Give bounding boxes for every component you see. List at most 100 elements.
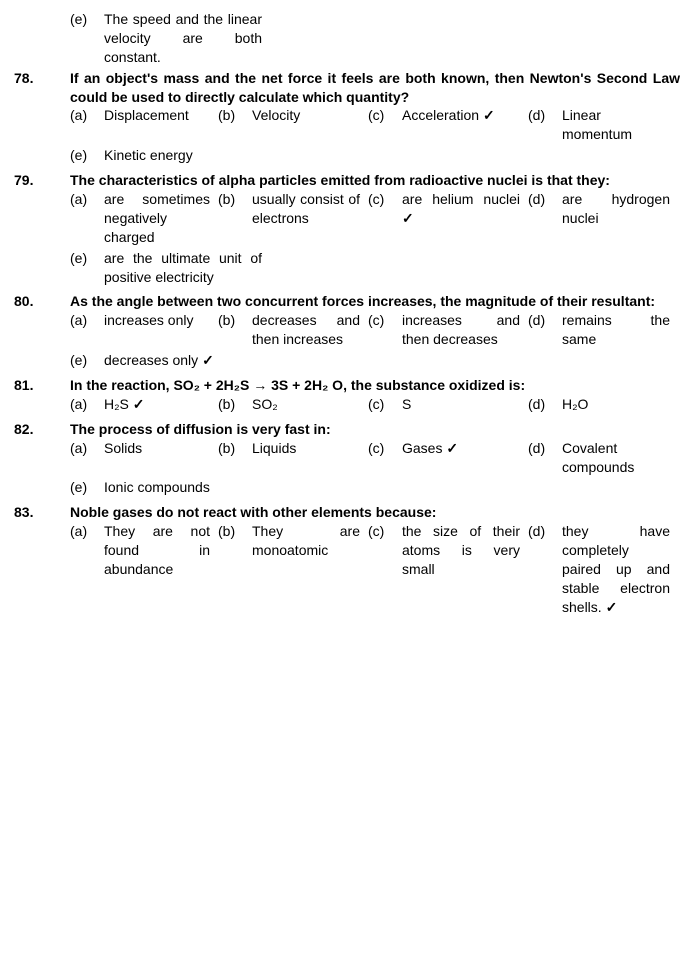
option-cell: (c)Gases ✓	[368, 439, 528, 458]
option-text: are helium nuclei ✓	[402, 190, 528, 228]
option-cell: (d)remains the same	[528, 311, 678, 349]
option-cell: (d)are hydrogen nuclei	[528, 190, 678, 228]
option-text: Gases ✓	[402, 439, 528, 458]
option-text: S	[402, 395, 528, 414]
option-letter: (d)	[528, 190, 562, 209]
option-letter: (a)	[70, 190, 104, 209]
question-text: As the angle between two concurrent forc…	[70, 292, 680, 311]
option-text: H₂O	[562, 395, 678, 414]
option-letter: (b)	[218, 311, 252, 330]
option-cell: (e)Ionic compounds	[70, 478, 270, 497]
question-row: 80.As the angle between two concurrent f…	[10, 292, 680, 311]
option-letter: (e)	[70, 146, 104, 165]
checkmark-icon: ✓	[606, 598, 618, 617]
question-text: Noble gases do not react with other elem…	[70, 503, 680, 522]
option-letter: (a)	[70, 439, 104, 458]
option-letter: (e)	[70, 351, 104, 370]
option-letter: (d)	[528, 311, 562, 330]
question-text: The process of diffusion is very fast in…	[70, 420, 680, 439]
option-letter: (d)	[528, 106, 562, 125]
question-row: 79.The characteristics of alpha particle…	[10, 171, 680, 190]
option-cell: (d)Linear momentum	[528, 106, 678, 144]
option-letter: (c)	[368, 106, 402, 125]
option-cell: (c)the size of their atoms is very small	[368, 522, 528, 579]
option-cell: (a)Solids	[70, 439, 218, 458]
option-letter: (c)	[368, 439, 402, 458]
option-cell: (a)increases only	[70, 311, 218, 330]
question-block: 79.The characteristics of alpha particle…	[10, 171, 680, 286]
option-cell: (e)are the ultimate unit of positive ele…	[70, 249, 270, 287]
option-text: Linear momentum	[562, 106, 678, 144]
option-text: decreases only ✓	[104, 351, 270, 370]
option-text: Acceleration ✓	[402, 106, 528, 125]
option-text: are the ultimate unit of positive electr…	[104, 249, 270, 287]
question-row: 83.Noble gases do not react with other e…	[10, 503, 680, 522]
options-wrap: (a)They are not found in abundance(b)The…	[70, 522, 680, 616]
options-row: (a)are sometimes negatively charged(b)us…	[70, 190, 680, 247]
option-cell: (e)Kinetic energy	[70, 146, 270, 165]
question-number: 80.	[10, 292, 70, 311]
option-text: increases only	[104, 311, 218, 330]
checkmark-icon: ✓	[402, 209, 414, 228]
option-cell: (d)Covalent compounds	[528, 439, 678, 477]
option-cell: (c)S	[368, 395, 528, 414]
options-row: (a)increases only(b)decreases and then i…	[70, 311, 680, 349]
option-letter: (d)	[528, 395, 562, 414]
question-row: 81.In the reaction, SO₂ + 2H₂S → 3S + 2H…	[10, 376, 680, 395]
question-row: 78.If an object's mass and the net force…	[10, 69, 680, 107]
question-row: 82.The process of diffusion is very fast…	[10, 420, 680, 439]
option-letter: (c)	[368, 522, 402, 541]
option-letter: (e)	[70, 478, 104, 497]
option-cell: (e)decreases only ✓	[70, 351, 270, 370]
option-cell: (c)are helium nuclei ✓	[368, 190, 528, 228]
option-letter: (c)	[368, 395, 402, 414]
option-letter: (b)	[218, 106, 252, 125]
question-number: 78.	[10, 69, 70, 88]
option-text: Liquids	[252, 439, 368, 458]
option-cell: (b)usually consist of electrons	[218, 190, 368, 228]
question-text: The characteristics of alpha particles e…	[70, 171, 680, 190]
options-row: (e)Ionic compounds	[70, 478, 680, 497]
question-number: 79.	[10, 171, 70, 190]
option-cell: (d)H₂O	[528, 395, 678, 414]
option-cell: (a)They are not found in abundance	[70, 522, 218, 579]
checkmark-icon: ✓	[483, 106, 495, 125]
option-letter: (a)	[70, 311, 104, 330]
options-wrap: (a)increases only(b)decreases and then i…	[70, 311, 680, 370]
option-text: are sometimes negatively charged	[104, 190, 218, 247]
option-text: Kinetic energy	[104, 146, 270, 165]
question-block: 78.If an object's mass and the net force…	[10, 69, 680, 165]
option-text: Solids	[104, 439, 218, 458]
options-wrap: (a)Displacement(b)Velocity(c)Acceleratio…	[70, 106, 680, 165]
question-number: 82.	[10, 420, 70, 439]
option-text: they have completely paired up and stabl…	[562, 522, 678, 616]
option-text: They are not found in abundance	[104, 522, 218, 579]
option-text: Displacement	[104, 106, 218, 125]
option-text: Covalent compounds	[562, 439, 678, 477]
checkmark-icon: ✓	[446, 439, 458, 458]
option-text: increases and then decreases	[402, 311, 528, 349]
option-cell: (c)Acceleration ✓	[368, 106, 528, 125]
option-cell: (b)decreases and then increases	[218, 311, 368, 349]
question-text: If an object's mass and the net force it…	[70, 69, 680, 107]
question-block: 82.The process of diffusion is very fast…	[10, 420, 680, 498]
option-letter: (a)	[70, 395, 104, 414]
question-block: 81.In the reaction, SO₂ + 2H₂S → 3S + 2H…	[10, 376, 680, 414]
options-row: (a)Solids(b)Liquids(c)Gases ✓(d)Covalent…	[70, 439, 680, 477]
option-letter: (e)	[70, 10, 104, 29]
options-row: (a)H₂S ✓(b)SO₂(c)S(d)H₂O	[70, 395, 680, 414]
option-letter: (c)	[368, 190, 402, 209]
options-row: (a)Displacement(b)Velocity(c)Acceleratio…	[70, 106, 680, 144]
option-letter: (b)	[218, 395, 252, 414]
option-cell: (a)Displacement	[70, 106, 218, 125]
question-number: 81.	[10, 376, 70, 395]
option-text: Ionic compounds	[104, 478, 270, 497]
option-letter: (a)	[70, 522, 104, 541]
option-letter: (e)	[70, 249, 104, 268]
options-row: (e)Kinetic energy	[70, 146, 680, 165]
option-text: the size of their atoms is very small	[402, 522, 528, 579]
option-letter: (b)	[218, 522, 252, 541]
option-cell: (b)Velocity	[218, 106, 368, 125]
option-text: remains the same	[562, 311, 678, 349]
question-block: 80.As the angle between two concurrent f…	[10, 292, 680, 370]
